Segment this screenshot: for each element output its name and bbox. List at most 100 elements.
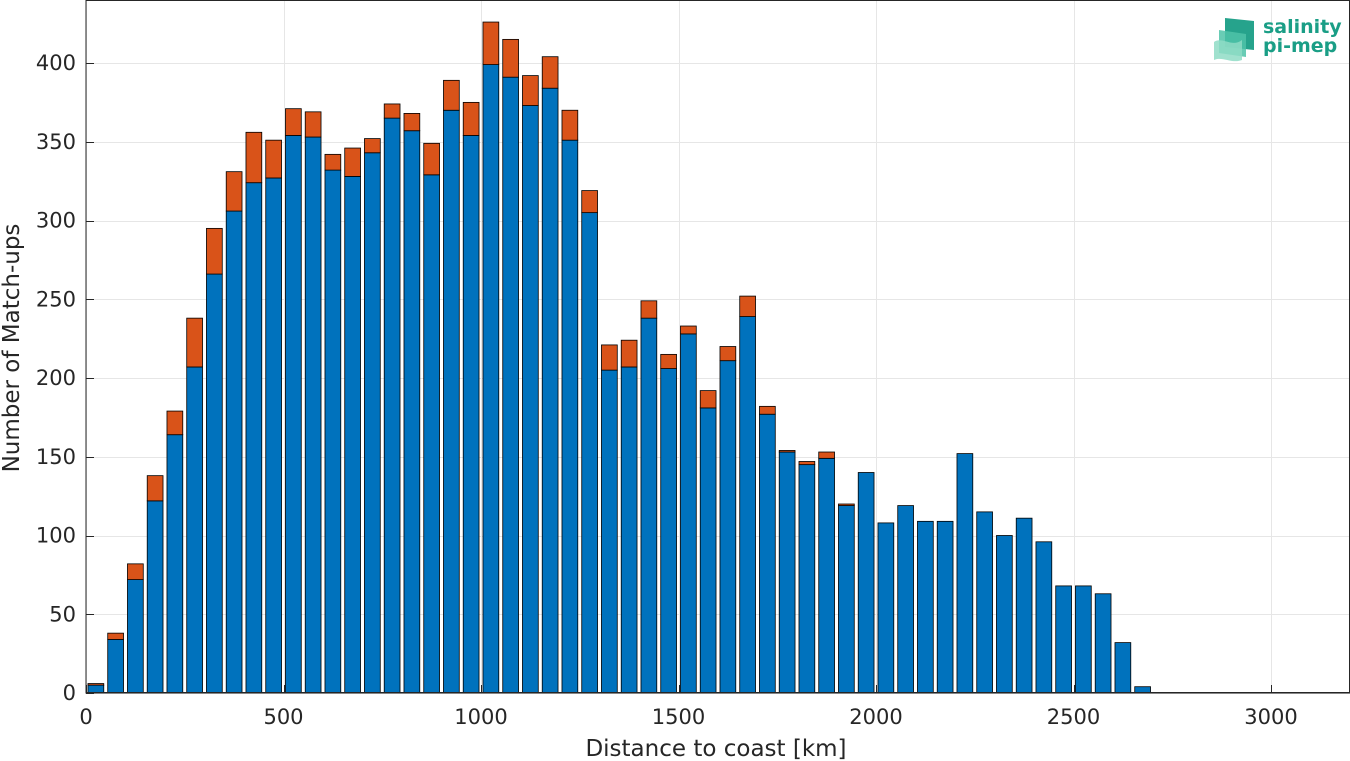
bar-segment-series1 [383, 117, 401, 694]
bar-segment-series1 [660, 368, 677, 694]
x-tick-label: 3000 [1244, 705, 1297, 729]
logo-line2: pi-mep [1263, 35, 1337, 57]
bar-segment-series1 [344, 175, 361, 694]
bar-segment-series2 [186, 317, 203, 368]
bar-segment-series1 [680, 333, 697, 694]
bar-segment-series2 [699, 390, 717, 409]
bar-segment-series2 [680, 325, 697, 335]
bar-segment-series1 [225, 210, 243, 694]
bar-segment-series1 [423, 174, 440, 694]
bar-segment-series2 [660, 353, 677, 369]
bar-segment-series1 [1055, 585, 1072, 694]
y-tick-label: 400 [36, 51, 76, 75]
bar-segment-series1 [206, 273, 223, 694]
bar-segment-series1 [541, 87, 559, 694]
y-tick-label: 50 [49, 602, 76, 626]
bar-segment-series1 [1075, 585, 1092, 694]
bar-segment-series1 [166, 434, 184, 694]
bar-segment-series1 [857, 472, 875, 694]
bar-segment-series2 [818, 451, 835, 459]
bar-segment-series2 [759, 405, 776, 415]
bar-segment-series1 [482, 64, 500, 694]
bar-segment-series2 [206, 227, 223, 275]
bar-segment-series2 [778, 450, 796, 453]
bar-segment-series2 [364, 138, 381, 154]
bar-segment-series2 [225, 171, 243, 212]
bar-segment-series2 [403, 113, 421, 132]
y-tick-label: 250 [36, 287, 76, 311]
x-tick-label: 1500 [652, 705, 705, 729]
bar-segment-series2 [146, 475, 164, 502]
bar-segment-series1 [443, 109, 460, 694]
bar-segment-series1 [462, 135, 480, 694]
bar-segment-series2 [502, 38, 519, 78]
bar-segment-series2 [166, 410, 184, 436]
bar-segment-series2 [798, 461, 816, 466]
bar-segment-series1 [620, 366, 638, 694]
bar-segment-series1 [601, 369, 618, 694]
salinity-pimep-logo: salinity pi-mep [1214, 16, 1342, 62]
bar-segment-series1 [996, 535, 1013, 694]
bar-segment-series2 [482, 21, 500, 65]
bar-segment-series1 [561, 139, 579, 694]
bar-segment-series2 [601, 344, 618, 371]
y-axis-label: Number of Match-ups [0, 224, 25, 473]
bar-segment-series2 [640, 300, 658, 319]
bar-segment-series2 [344, 147, 361, 177]
bar-segment-series1 [364, 152, 381, 694]
bar-segment-series1 [778, 451, 796, 694]
bar-segment-series1 [186, 366, 203, 694]
bar-segment-series1 [719, 360, 737, 694]
bar-segment-series2 [423, 142, 440, 176]
bar-segment-series2 [581, 190, 598, 214]
x-tick-label: 2000 [849, 705, 902, 729]
bar-segment-series1 [87, 684, 105, 694]
bar-segment-series1 [502, 76, 519, 694]
bar-segment-series1 [798, 464, 816, 694]
bar-segment-series2 [245, 131, 263, 184]
y-tick-label: 350 [36, 130, 76, 154]
bars [86, 21, 1350, 694]
bar-segment-series2 [443, 79, 460, 111]
logo-line1: salinity [1263, 16, 1342, 38]
bar-segment-series2 [462, 101, 480, 136]
bar-segment-series1 [304, 136, 322, 694]
bar-segment-series1 [759, 413, 776, 694]
bar-segment-series2 [107, 632, 124, 640]
bar-segment-series2 [522, 75, 539, 106]
bar-segment-series1 [739, 316, 756, 694]
y-tick-label: 200 [36, 366, 76, 390]
bar-segment-series1 [1114, 642, 1132, 694]
bar-segment-series1 [285, 135, 302, 694]
bar-segment-series1 [107, 639, 124, 694]
bar-segment-series1 [699, 407, 717, 694]
bar-segment-series2 [561, 109, 579, 141]
bar-segment-series2 [324, 153, 342, 171]
bar-segment-series1 [640, 317, 658, 694]
bar-segment-series1 [581, 212, 598, 694]
bar-segment-series2 [838, 503, 855, 506]
bar-segment-series1 [1035, 541, 1053, 694]
x-tick-label: 0 [79, 705, 92, 729]
bar-segment-series2 [541, 56, 559, 89]
x-tick-label: 1000 [454, 705, 507, 729]
y-tick-label: 0 [63, 681, 76, 705]
bar-segment-series2 [383, 103, 401, 119]
logo-mark-icon [1214, 18, 1254, 62]
bar-segment-series1 [265, 177, 282, 694]
bar-segment-series2 [127, 563, 144, 580]
bar-segment-series1 [127, 579, 144, 694]
bar-segment-series1 [403, 130, 421, 694]
ticks: 0 500 1000 1500 2000 2500 3000 0 50 100 150 200 250 3… [36, 51, 1298, 729]
bar-segment-series2 [304, 111, 322, 138]
bar-segment-series2 [87, 683, 105, 686]
bar-segment-series2 [739, 295, 756, 317]
bar-segment-series1 [936, 520, 954, 694]
bar-segment-series1 [917, 520, 934, 694]
y-tick-label: 150 [36, 445, 76, 469]
bar-segment-series1 [245, 182, 263, 694]
bar-segment-series1 [818, 457, 835, 694]
bar-segment-series1 [522, 105, 539, 694]
bar-segment-series2 [285, 108, 302, 136]
